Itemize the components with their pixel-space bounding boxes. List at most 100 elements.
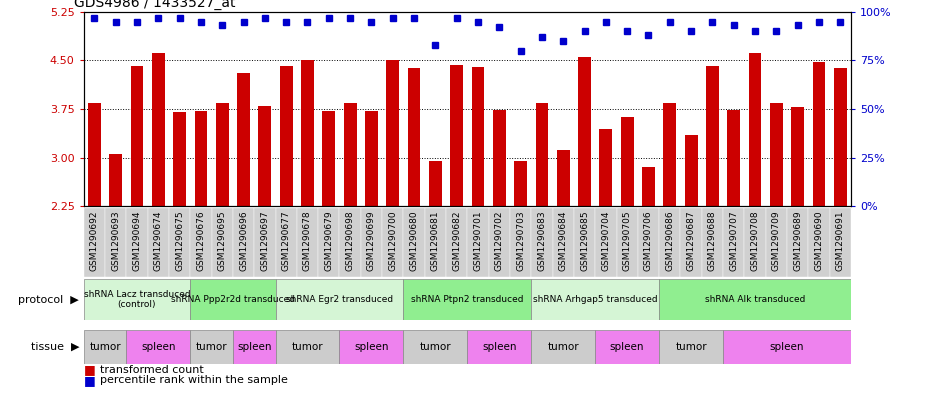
Bar [724,208,744,277]
Bar [429,161,442,206]
Text: GSM1290691: GSM1290691 [836,210,844,271]
Bar [105,208,126,277]
Bar [148,208,169,277]
Text: GSM1290679: GSM1290679 [325,210,333,271]
Text: ■: ■ [84,363,96,376]
Text: GSM1290686: GSM1290686 [665,210,674,271]
Bar [404,279,531,320]
Bar [84,279,191,320]
Bar [275,208,297,277]
Text: GSM1290706: GSM1290706 [644,210,653,271]
Text: tumor: tumor [292,342,324,352]
Text: GSM1290682: GSM1290682 [452,210,461,271]
Text: spleen: spleen [770,342,804,352]
Text: GSM1290703: GSM1290703 [516,210,525,271]
Bar [339,208,361,277]
Bar [727,110,740,206]
Text: GSM1290701: GSM1290701 [473,210,483,271]
Bar [425,208,446,277]
Bar [595,208,617,277]
Bar [724,330,851,364]
Text: tumor: tumor [195,342,228,352]
Text: tissue  ▶: tissue ▶ [31,342,79,352]
Bar [450,65,463,206]
Bar [770,103,783,206]
Bar [301,61,313,206]
Bar [663,103,676,206]
Bar [684,135,698,206]
Bar [152,53,165,206]
Bar [642,167,655,206]
Bar [344,103,356,206]
Bar [557,150,569,206]
Bar [237,73,250,206]
Text: GSM1290700: GSM1290700 [388,210,397,271]
Text: GSM1290705: GSM1290705 [623,210,631,271]
Text: tumor: tumor [548,342,579,352]
Bar [191,330,232,364]
Bar [254,208,275,277]
Bar [126,330,191,364]
Text: spleen: spleen [354,342,389,352]
Bar [813,62,826,206]
Bar [323,111,335,206]
Bar [84,330,126,364]
Bar [130,66,143,206]
Bar [531,208,552,277]
Text: GSM1290704: GSM1290704 [602,210,610,271]
Text: GSM1290694: GSM1290694 [132,210,141,271]
Bar [536,103,549,206]
Text: GSM1290695: GSM1290695 [218,210,227,271]
Text: ■: ■ [84,374,96,387]
Bar [706,66,719,206]
Bar [808,208,830,277]
Text: GSM1290698: GSM1290698 [346,210,354,271]
Bar [531,279,659,320]
Bar [791,107,804,206]
Text: transformed count: transformed count [100,365,205,375]
Bar [84,208,105,277]
Bar [659,279,851,320]
Text: GSM1290697: GSM1290697 [260,210,270,271]
Text: GSM1290674: GSM1290674 [153,210,163,271]
Bar [467,330,531,364]
Bar [361,208,382,277]
Bar [617,208,638,277]
Bar [382,208,404,277]
Bar [191,279,275,320]
Bar [744,208,765,277]
Bar [232,208,254,277]
Text: GSM1290685: GSM1290685 [580,210,589,271]
Text: GSM1290675: GSM1290675 [175,210,184,271]
Text: GSM1290678: GSM1290678 [303,210,312,271]
Bar [749,53,762,206]
Bar [216,103,229,206]
Bar [275,279,404,320]
Bar [191,208,211,277]
Bar [659,208,681,277]
Text: GSM1290693: GSM1290693 [112,210,120,271]
Text: tumor: tumor [675,342,707,352]
Text: shRNA Ppp2r2d transduced: shRNA Ppp2r2d transduced [171,295,295,304]
Text: shRNA Arhgap5 transduced: shRNA Arhgap5 transduced [533,295,658,304]
Bar [194,111,207,206]
Text: GSM1290677: GSM1290677 [282,210,291,271]
Bar [681,208,702,277]
Bar [275,330,339,364]
Bar [339,330,404,364]
Text: shRNA Egr2 transduced: shRNA Egr2 transduced [286,295,393,304]
Text: GDS4986 / 1433527_at: GDS4986 / 1433527_at [74,0,236,10]
Text: GSM1290702: GSM1290702 [495,210,504,271]
Text: GSM1290709: GSM1290709 [772,210,781,271]
Text: GSM1290683: GSM1290683 [538,210,547,271]
Text: GSM1290680: GSM1290680 [409,210,418,271]
Bar [488,208,510,277]
Text: spleen: spleen [141,342,176,352]
Bar [493,110,506,206]
Text: shRNA Ptpn2 transduced: shRNA Ptpn2 transduced [411,295,524,304]
Bar [510,208,531,277]
Bar [472,67,485,206]
Bar [834,68,846,206]
Bar [126,208,148,277]
Text: spleen: spleen [237,342,272,352]
